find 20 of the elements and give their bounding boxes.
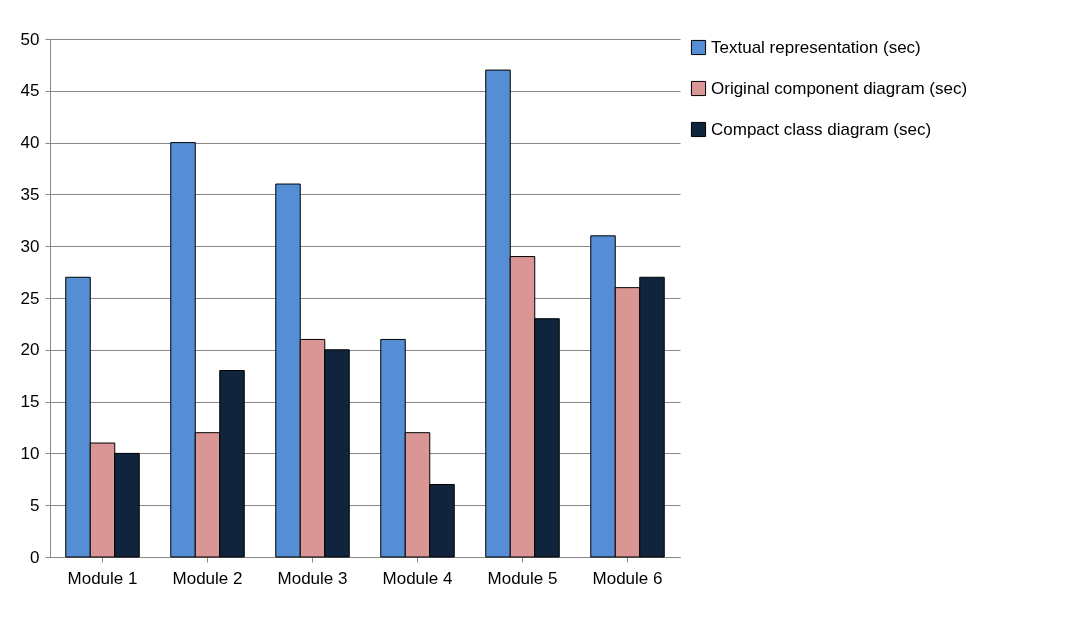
y-tick-label: 30 (20, 236, 40, 256)
x-tick-label: Module 1 (67, 568, 138, 588)
x-tick-label: Module 6 (592, 568, 663, 588)
y-tick-label: 25 (20, 288, 40, 308)
y-tick-label: 20 (20, 340, 40, 360)
y-tick-label: 0 (30, 547, 40, 567)
y-tick-label: 5 (30, 495, 40, 515)
y-tick-label: 15 (20, 392, 40, 412)
y-tick-label: 50 (20, 29, 40, 49)
y-tick-label: 35 (20, 184, 40, 204)
legend-label: Original component diagram (sec) (711, 78, 968, 98)
y-tick-label: 40 (20, 133, 40, 153)
x-tick-label: Module 2 (172, 568, 243, 588)
y-tick-label: 10 (20, 443, 40, 463)
x-tick-label: Module 4 (382, 568, 453, 588)
x-tick-label: Module 5 (487, 568, 558, 588)
x-tick-label: Module 3 (277, 568, 348, 588)
y-tick-label: 45 (20, 81, 40, 101)
legend-label: Textual representation (sec) (711, 37, 921, 57)
legend-label: Compact class diagram (sec) (711, 119, 932, 139)
